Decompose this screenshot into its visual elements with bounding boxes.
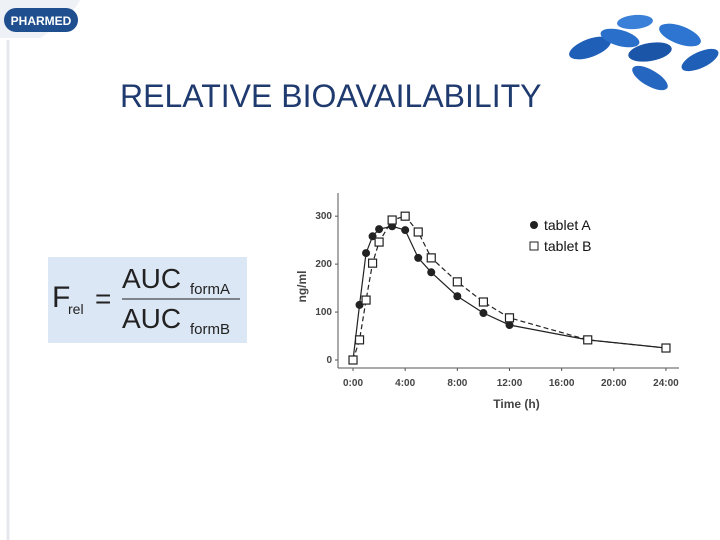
y-tick-label: 300 — [315, 211, 332, 222]
point — [413, 227, 423, 237]
logo-text: PHARMED — [11, 14, 72, 28]
formula-box — [48, 257, 247, 343]
point — [374, 237, 384, 247]
point — [479, 309, 488, 318]
chart: 0 100 200 300 0:00 4:00 8:00 12:00 16:00 20:00 24:… — [295, 193, 679, 411]
formula-denominator-sub: formB — [190, 321, 230, 338]
x-tick-label: 16:00 — [549, 378, 575, 389]
legend-label: tablet B — [544, 238, 591, 254]
legend-label: tablet A — [544, 217, 591, 233]
logo-badge — [4, 8, 78, 32]
point — [452, 277, 462, 287]
pills-image — [569, 14, 719, 91]
point — [504, 313, 515, 323]
point — [401, 226, 410, 235]
x-tick-label: 12:00 — [497, 378, 523, 389]
y-tick-label: 100 — [315, 307, 332, 318]
point — [354, 335, 365, 345]
formula-numerator: AUC — [122, 263, 181, 294]
formula-lhs-sub: rel — [68, 301, 84, 317]
point — [426, 253, 436, 263]
x-tick-label: 0:00 — [343, 378, 363, 389]
point — [478, 297, 489, 307]
x-tick-label: 4:00 — [395, 378, 415, 389]
point — [375, 225, 384, 234]
point — [583, 335, 593, 345]
legend-marker — [529, 241, 539, 251]
formula-lhs: F — [52, 281, 70, 314]
x-tick-label: 20:00 — [601, 378, 627, 389]
x-tick-label: 24:00 — [653, 378, 679, 389]
point — [505, 321, 514, 330]
y-axis-label: ng/ml — [295, 271, 309, 303]
y-tick-label: 0 — [326, 355, 332, 366]
x-tick-label: 8:00 — [447, 378, 467, 389]
point — [361, 295, 371, 305]
series-line — [352, 215, 667, 361]
point — [367, 258, 378, 268]
point — [661, 343, 671, 353]
slide-title: RELATIVE BIOAVAILABILITY — [120, 78, 541, 114]
point — [387, 215, 397, 225]
x-axis-label: Time (h) — [493, 397, 539, 411]
formula-denominator: AUC — [122, 303, 181, 334]
formula-numerator-sub: formA — [190, 281, 230, 298]
point — [414, 253, 423, 262]
point — [400, 211, 410, 221]
legend-marker — [530, 221, 538, 229]
y-tick-label: 200 — [315, 259, 332, 270]
point — [453, 292, 462, 301]
point — [362, 249, 371, 258]
formula-operator: = — [95, 283, 111, 314]
point — [348, 355, 358, 365]
formula: F rel = AUC formA AUC formB — [48, 257, 247, 343]
point — [427, 268, 436, 277]
